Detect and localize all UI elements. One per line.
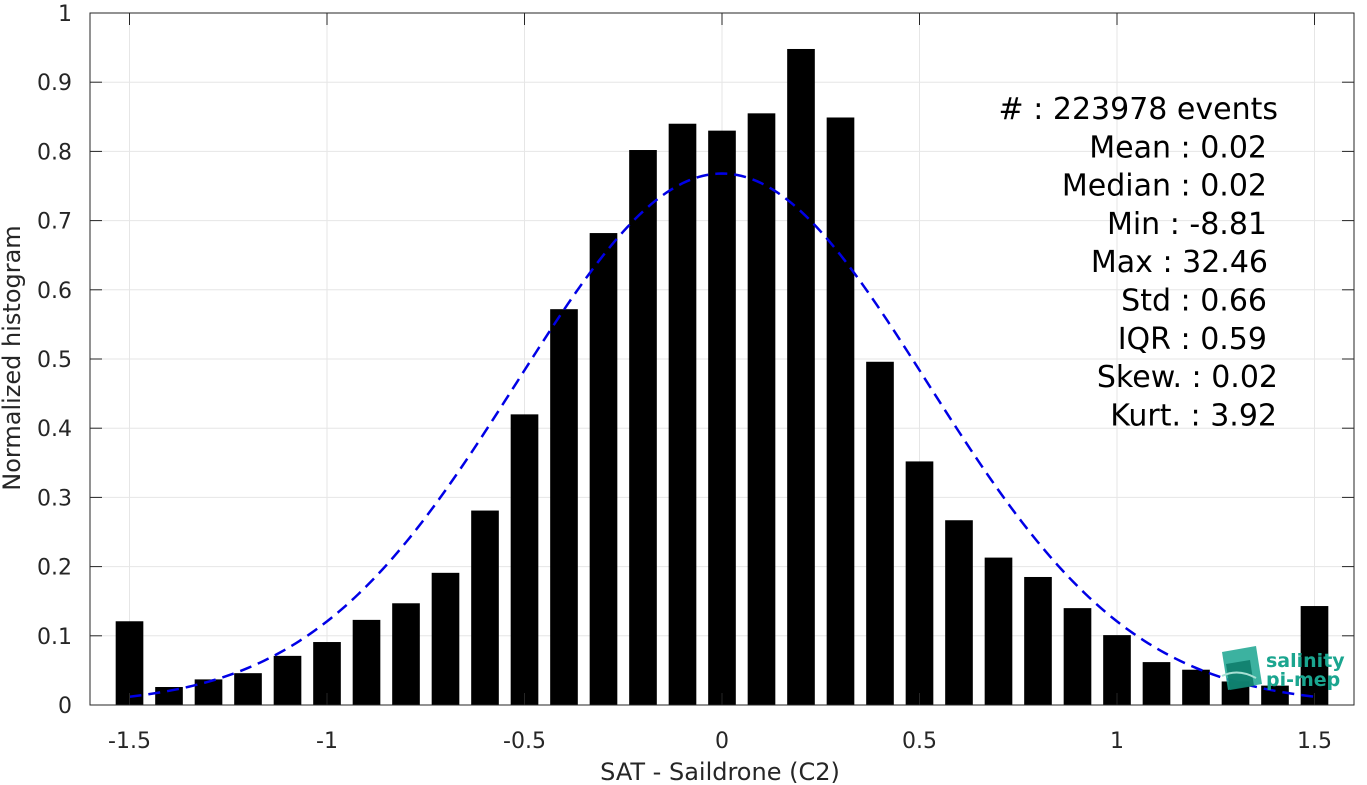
histogram-bar: [392, 603, 420, 705]
histogram-bar: [866, 361, 894, 705]
histogram-bar: [1300, 606, 1329, 705]
histogram-bar: [945, 520, 973, 705]
y-tick-label: 0: [58, 694, 72, 719]
stat-line: Max : 32.46: [1091, 245, 1268, 280]
histogram-bar: [984, 557, 1013, 705]
y-tick-labels: 0 0.1 0.2 0.3 0.4 0.5 0.6 0.7 0.8 0.9 1: [37, 2, 72, 719]
stat-line: Min : -8.81: [1107, 207, 1267, 242]
stat-line: Mean : 0.02: [1089, 130, 1267, 165]
histogram-bar: [194, 679, 223, 705]
y-tick-label: 0.8: [37, 140, 72, 165]
x-tick-label: -1.5: [108, 729, 151, 754]
histogram-bar: [1024, 576, 1052, 705]
histogram-bar: [155, 687, 183, 705]
normal-fit-curve: [129, 172, 1315, 698]
histogram-bar: [1182, 669, 1210, 705]
histogram-bar: [905, 461, 934, 705]
axis-tick-marks: [90, 12, 1354, 706]
stat-line: Kurt. : 3.92: [1110, 398, 1277, 433]
y-tick-label: 0.9: [37, 71, 72, 96]
histogram-bar: [1063, 608, 1092, 705]
histogram-bar: [589, 233, 618, 705]
stat-line: # : 223978 events: [999, 92, 1278, 127]
histogram-bar: [510, 414, 539, 705]
logo-text-line2: pi-mep: [1266, 669, 1340, 691]
histogram-bar: [747, 113, 776, 706]
x-tick-label: 0: [715, 729, 729, 754]
histogram-bar: [550, 309, 578, 705]
logo-icon: [1221, 646, 1262, 690]
y-tick-label: 0.3: [37, 486, 72, 511]
x-tick-labels: -1.5 -1 -0.5 0 0.5 1 1.5: [108, 729, 1332, 754]
histogram-bar: [629, 150, 657, 705]
y-tick-label: 0.2: [37, 556, 72, 581]
stat-line: Std : 0.66: [1121, 284, 1267, 319]
histogram-bar: [234, 673, 262, 705]
histogram-bar: [708, 130, 736, 705]
histogram-bar: [1142, 662, 1171, 705]
histogram-bar: [471, 510, 499, 705]
y-tick-label: 1: [58, 2, 72, 27]
y-tick-label: 0.5: [37, 348, 72, 373]
y-axis-label: Normalized histogram: [0, 225, 26, 490]
histogram-bar: [668, 123, 697, 706]
salinity-pi-mep-logo: salinity pi-mep: [1221, 646, 1345, 691]
x-tick-label: 1.5: [1297, 729, 1332, 754]
y-tick-label: 0.4: [37, 417, 72, 442]
x-tick-label: 0.5: [902, 729, 937, 754]
stat-line: Skew. : 0.02: [1097, 360, 1278, 395]
x-tick-label: -0.5: [503, 729, 546, 754]
histogram-bar: [826, 117, 855, 706]
x-axis-label: SAT - Saildrone (C2): [600, 758, 840, 785]
histogram-bar: [273, 655, 302, 705]
histogram-bar: [352, 619, 381, 705]
stat-line: IQR : 0.59: [1118, 322, 1267, 357]
logo-text-line1: salinity: [1266, 650, 1345, 672]
histogram-bars: [115, 48, 1329, 706]
y-tick-label: 0.7: [37, 210, 72, 235]
x-tick-label: -1: [316, 729, 338, 754]
stat-line: Median : 0.02: [1062, 169, 1267, 204]
histogram-bar: [787, 48, 815, 706]
y-tick-label: 0.6: [37, 279, 72, 304]
histogram-bar: [431, 572, 460, 705]
x-tick-label: 1: [1110, 729, 1124, 754]
y-tick-label: 0.1: [37, 625, 72, 650]
histogram-bar: [115, 621, 144, 705]
